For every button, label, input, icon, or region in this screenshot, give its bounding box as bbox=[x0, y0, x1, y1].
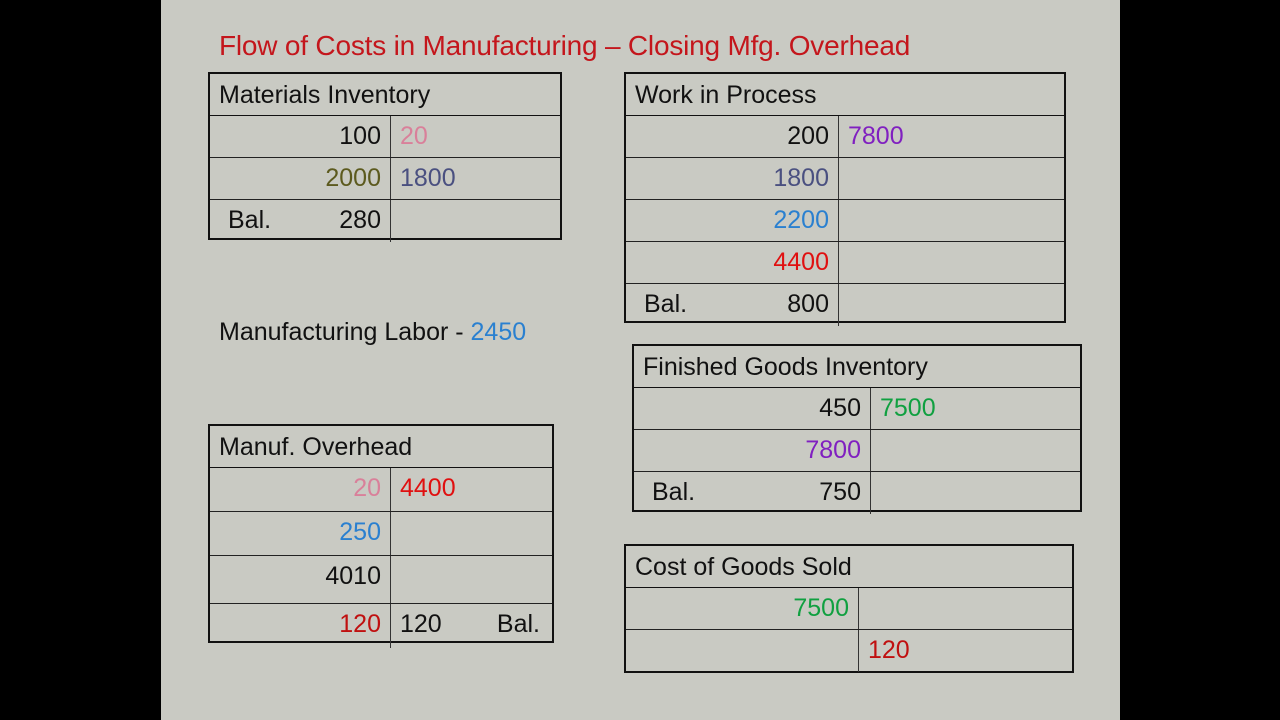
account-row: 4400 bbox=[626, 242, 1064, 284]
balance-label: Bal. bbox=[652, 478, 696, 506]
credit-amount: 7500 bbox=[880, 394, 936, 422]
credit-amount: 20 bbox=[400, 122, 428, 150]
debit-cell: 2200 bbox=[626, 200, 839, 241]
labor-label: Manufacturing Labor - bbox=[219, 318, 471, 346]
debit-amount: 750 bbox=[819, 478, 861, 506]
debit-cell: 7500 bbox=[626, 588, 859, 629]
debit-amount: 4010 bbox=[325, 562, 381, 590]
balance-label: Bal. bbox=[496, 610, 540, 638]
credit-cell: 120 bbox=[859, 630, 1072, 672]
credit-amount: 1800 bbox=[400, 164, 456, 192]
debit-amount: 100 bbox=[339, 122, 381, 150]
t-account-manufacturing-overhead: Manuf. Overhead 20 4400 250 4010 120 120 Bal. bbox=[208, 424, 554, 648]
debit-amount: 200 bbox=[787, 122, 829, 150]
debit-cell: Bal. 280 bbox=[210, 200, 391, 242]
credit-cell bbox=[839, 200, 1064, 241]
t-account-work-in-process: Work in Process 200 7800 1800 2200 4400 Bal. 80… bbox=[624, 72, 1066, 326]
credit-cell bbox=[391, 200, 560, 242]
account-row: 2000 1800 bbox=[210, 158, 560, 200]
debit-amount: 120 bbox=[339, 610, 381, 638]
labor-amount: 2450 bbox=[470, 318, 527, 346]
slide-title: Flow of Costs in Manufacturing – Closing… bbox=[219, 30, 911, 61]
debit-cell: 2000 bbox=[210, 158, 391, 199]
credit-cell: 4400 bbox=[391, 468, 552, 511]
manufacturing-labor-note: Manufacturing Labor - 2450 bbox=[219, 318, 526, 347]
debit-amount: 280 bbox=[339, 206, 381, 234]
credit-cell: 7800 bbox=[839, 116, 1064, 157]
debit-amount: 7800 bbox=[805, 436, 861, 464]
account-row: 2200 bbox=[626, 200, 1064, 242]
account-row: 1800 bbox=[626, 158, 1064, 200]
debit-amount: 800 bbox=[787, 290, 829, 318]
account-row: Bal. 800 bbox=[626, 284, 1064, 326]
credit-cell bbox=[839, 158, 1064, 199]
debit-amount: 4400 bbox=[773, 248, 829, 276]
debit-cell: 250 bbox=[210, 512, 391, 555]
debit-cell: 120 bbox=[210, 604, 391, 648]
debit-cell: 1800 bbox=[626, 158, 839, 199]
debit-cell: Bal. 750 bbox=[634, 472, 871, 514]
debit-cell: 20 bbox=[210, 468, 391, 511]
debit-amount: 2000 bbox=[325, 164, 381, 192]
debit-cell: 450 bbox=[634, 388, 871, 429]
credit-cell: 120 Bal. bbox=[391, 604, 552, 648]
debit-amount: 1800 bbox=[773, 164, 829, 192]
debit-amount: 7500 bbox=[793, 594, 849, 622]
credit-cell bbox=[839, 242, 1064, 283]
balance-label: Bal. bbox=[228, 206, 272, 234]
credit-cell bbox=[871, 472, 1080, 514]
credit-cell bbox=[391, 512, 552, 555]
account-row: 100 20 bbox=[210, 116, 560, 158]
account-row: Bal. 750 bbox=[634, 472, 1080, 514]
account-row: 250 bbox=[210, 512, 552, 556]
account-title: Finished Goods Inventory bbox=[634, 346, 1080, 388]
debit-amount: 250 bbox=[339, 518, 381, 546]
debit-cell bbox=[626, 630, 859, 672]
credit-cell: 1800 bbox=[391, 158, 560, 199]
account-row: 4010 bbox=[210, 556, 552, 604]
account-title: Cost of Goods Sold bbox=[626, 546, 1072, 588]
debit-cell: 7800 bbox=[634, 430, 871, 471]
account-row: Bal. 280 bbox=[210, 200, 560, 242]
debit-cell: Bal. 800 bbox=[626, 284, 839, 326]
debit-cell: 4010 bbox=[210, 556, 391, 603]
t-account-cost-of-goods-sold: Cost of Goods Sold 7500 120 bbox=[624, 544, 1074, 673]
balance-label: Bal. bbox=[644, 290, 688, 318]
credit-amount: 4400 bbox=[400, 474, 456, 502]
account-row: 200 7800 bbox=[626, 116, 1064, 158]
debit-cell: 100 bbox=[210, 116, 391, 157]
t-account-materials-inventory: Materials Inventory 100 20 2000 1800 Bal. 280 bbox=[208, 72, 562, 242]
account-title: Materials Inventory bbox=[210, 74, 560, 116]
account-row: 7800 bbox=[634, 430, 1080, 472]
account-row: 120 bbox=[626, 630, 1072, 672]
account-title: Manuf. Overhead bbox=[210, 426, 552, 468]
credit-amount: 7800 bbox=[848, 122, 904, 150]
debit-cell: 4400 bbox=[626, 242, 839, 283]
credit-amount: 120 bbox=[400, 610, 442, 638]
account-row: 120 120 Bal. bbox=[210, 604, 552, 648]
debit-amount: 2200 bbox=[773, 206, 829, 234]
credit-cell bbox=[391, 556, 552, 603]
debit-amount: 450 bbox=[819, 394, 861, 422]
credit-cell: 7500 bbox=[871, 388, 1080, 429]
account-title: Work in Process bbox=[626, 74, 1064, 116]
credit-cell: 20 bbox=[391, 116, 560, 157]
credit-cell bbox=[871, 430, 1080, 471]
t-account-finished-goods-inventory: Finished Goods Inventory 450 7500 7800 Bal. 7… bbox=[632, 344, 1082, 514]
account-row: 7500 bbox=[626, 588, 1072, 630]
account-row: 450 7500 bbox=[634, 388, 1080, 430]
debit-cell: 200 bbox=[626, 116, 839, 157]
debit-amount: 20 bbox=[353, 474, 381, 502]
account-row: 20 4400 bbox=[210, 468, 552, 512]
credit-cell bbox=[839, 284, 1064, 326]
slide bbox=[161, 0, 1120, 720]
credit-amount: 120 bbox=[868, 636, 910, 664]
credit-cell bbox=[859, 588, 1072, 629]
